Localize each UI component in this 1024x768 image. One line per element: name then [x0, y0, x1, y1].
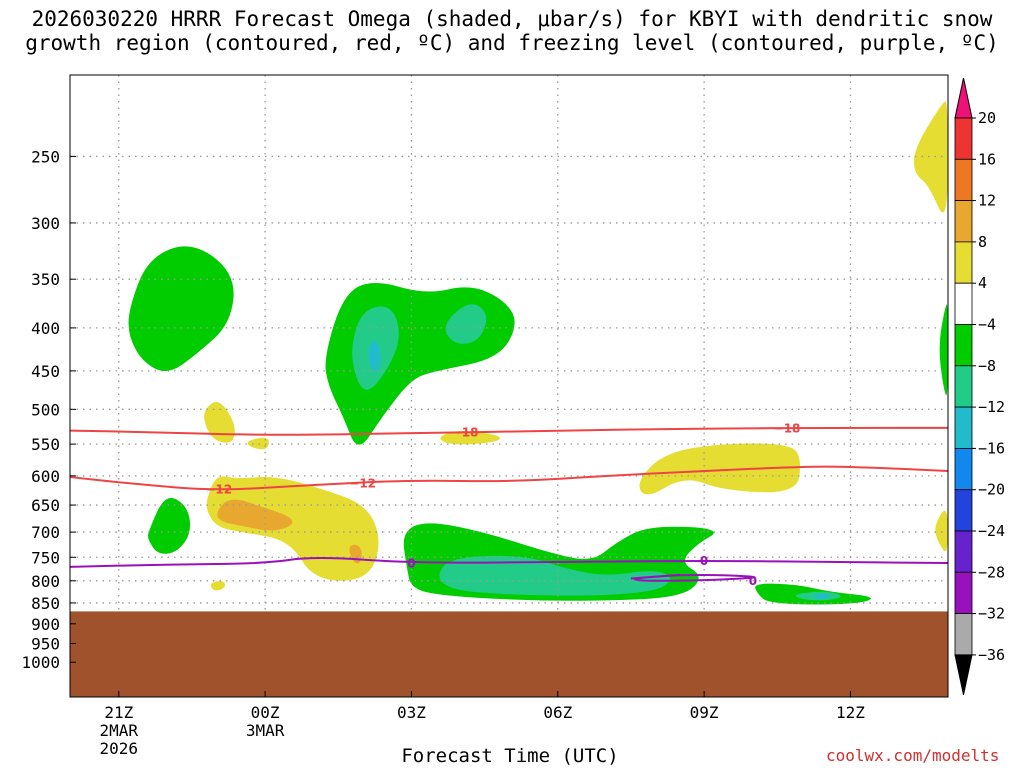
omega-shade-yellow — [209, 579, 226, 591]
contour-label: −18 — [774, 422, 801, 436]
colorbar-label: −16 — [978, 439, 1005, 457]
colorbar-top-arrow — [954, 77, 973, 119]
contour-label: 0 — [407, 557, 415, 571]
contour-dendritic-upper — [69, 426, 948, 436]
contour-label: −12 — [205, 483, 232, 497]
x-tick-label: 06Z — [543, 703, 572, 722]
colorbar-label: 4 — [978, 274, 987, 292]
contour-freezing-loop — [630, 573, 756, 582]
colorbar-swatch — [954, 571, 973, 614]
colorbar-label: −36 — [978, 646, 1005, 664]
y-tick-label: 900 — [31, 615, 60, 634]
contour-label: −12 — [349, 477, 376, 491]
omega-shade-yellow — [933, 502, 948, 552]
x-tick-label: 09Z — [690, 703, 719, 722]
colorbar-label: 8 — [978, 233, 987, 251]
contour-dendritic-lower — [69, 465, 949, 491]
omega-shade-yellow — [245, 436, 270, 450]
x-tick-label: 21Z — [104, 703, 133, 722]
omega-shade-green — [323, 283, 515, 445]
colorbar-label: −32 — [978, 605, 1005, 623]
colorbar-label: −28 — [978, 563, 1005, 581]
omega-shade-green — [938, 304, 948, 396]
colorbar-label: −4 — [978, 316, 996, 334]
omega-shade-yellow — [204, 398, 235, 443]
colorbar-swatch — [954, 200, 973, 243]
colorbar-swatch — [954, 282, 973, 325]
source-credit: coolwx.com/modelts — [826, 746, 1000, 765]
chart-title-line2: growth region (contoured, red, ºC) and f… — [25, 31, 999, 55]
x-tick-sublabel: 2MAR — [100, 721, 139, 740]
y-tick-label: 550 — [31, 435, 60, 454]
x-tick-label: 03Z — [397, 703, 426, 722]
colorbar-swatch — [954, 241, 973, 284]
contour-label: −18 — [452, 426, 479, 440]
chart-title-line1: 2026030220 HRRR Forecast Omega (shaded, … — [31, 7, 993, 31]
colorbar-label: −12 — [978, 398, 1005, 416]
omega-shade-orange — [216, 496, 293, 531]
y-tick-label: 950 — [31, 635, 60, 654]
colorbar-label: −8 — [978, 357, 996, 375]
y-tick-label: 300 — [31, 214, 60, 233]
contour-label: 0 — [700, 554, 708, 568]
x-axis-label: Forecast Time (UTC) — [401, 745, 619, 767]
colorbar-swatch — [954, 613, 973, 656]
y-tick-label: 250 — [31, 147, 60, 166]
colorbar-swatch — [954, 365, 973, 408]
colorbar-swatch — [954, 447, 973, 491]
y-tick-label: 850 — [31, 594, 60, 613]
omega-shade-green — [128, 246, 234, 372]
colorbar-label: −24 — [978, 522, 1005, 540]
omega-shade-teal — [440, 299, 487, 344]
colorbar-swatch — [954, 324, 973, 367]
y-tick-label: 700 — [31, 523, 60, 542]
omega-shade-cyan — [367, 336, 381, 372]
x-tick-sublabel: 3MAR — [246, 721, 285, 740]
y-tick-label: 800 — [31, 572, 60, 591]
contour-freezing-level — [69, 557, 949, 568]
x-tick-label: 12Z — [836, 703, 865, 722]
plot-frame — [69, 74, 949, 698]
y-tick-label: 400 — [31, 319, 60, 338]
colorbar-swatch — [954, 530, 973, 573]
omega-shade-green — [148, 493, 191, 554]
terrain-ground — [70, 611, 948, 697]
omega-shade-yellow — [635, 443, 801, 495]
y-tick-label: 450 — [31, 362, 60, 381]
colorbar-label: −20 — [978, 481, 1005, 499]
omega-shade-teal — [435, 555, 670, 596]
colorbar-label: 12 — [978, 192, 996, 210]
x-tick-sublabel: 2026 — [100, 739, 139, 758]
y-tick-label: 350 — [31, 270, 60, 289]
y-tick-label: 750 — [31, 548, 60, 567]
colorbar-swatch — [954, 406, 973, 449]
y-tick-label: 500 — [31, 400, 60, 419]
colorbar-label: 20 — [978, 109, 996, 127]
omega-shade-yellow — [206, 474, 379, 581]
colorbar-label: 16 — [978, 150, 996, 168]
y-tick-label: 650 — [31, 496, 60, 515]
colorbar-swatch — [954, 489, 973, 532]
colorbar-swatch — [954, 117, 973, 160]
omega-shade-cyan — [811, 593, 830, 600]
omega-shade-yellow — [913, 101, 948, 213]
y-tick-label: 1000 — [21, 653, 60, 672]
colorbar-bottom-arrow — [954, 654, 973, 696]
colorbar-swatch — [954, 158, 973, 202]
contour-label: 0 — [749, 574, 757, 588]
x-tick-label: 00Z — [251, 703, 280, 722]
y-tick-label: 600 — [31, 467, 60, 486]
